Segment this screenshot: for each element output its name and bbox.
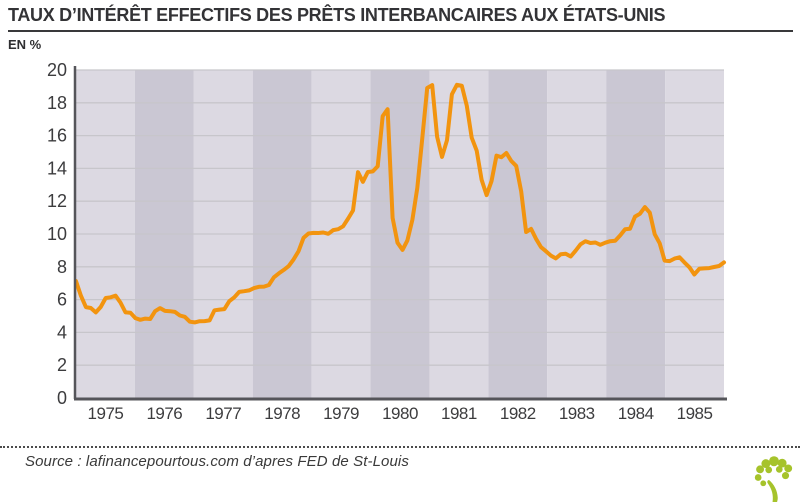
- x-axis-tick-label: 1982: [500, 404, 536, 423]
- x-axis-tick-label: 1984: [618, 404, 654, 423]
- tree-leaf: [765, 466, 773, 474]
- y-axis-tick-label: 6: [57, 290, 67, 310]
- y-axis-tick-label: 14: [47, 158, 67, 178]
- tree-leaf: [769, 456, 779, 467]
- tree-icon: [754, 456, 793, 502]
- y-axis-tick-label: 20: [47, 60, 67, 80]
- tree-leaf: [777, 458, 787, 468]
- x-axis-tick-label: 1983: [559, 404, 595, 423]
- axes: [73, 66, 727, 401]
- page-title: TAUX D’INTÉRÊT EFFECTIFS DES PRÊTS INTER…: [8, 5, 666, 25]
- x-axis-tick-label: 1976: [146, 404, 182, 423]
- x-axis-tick-label: 1978: [264, 404, 300, 423]
- y-axis-tick-labels: 0 2 4 6 8 10 12 14 16 18 20: [47, 60, 67, 408]
- rate-line-series: [74, 82, 726, 325]
- footer-divider: [0, 446, 800, 448]
- tree-leaf: [775, 466, 783, 473]
- x-axis-tick-label: 1981: [441, 404, 477, 423]
- y-axis-tick-label: 2: [57, 355, 67, 375]
- x-axis-tick-label: 1980: [382, 404, 418, 423]
- tree-leaf: [760, 480, 767, 487]
- tree-leaf: [781, 472, 790, 480]
- x-axis-tick-label: 1977: [205, 404, 241, 423]
- y-axis-tick-label: 4: [57, 322, 67, 342]
- x-axis-tick-label: 1975: [88, 404, 124, 423]
- y-axis-tick-label: 12: [47, 191, 67, 211]
- y-axis-tick-label: 8: [57, 257, 67, 277]
- source-text: Source : lafinancepourtous.com d’apres F…: [25, 453, 409, 470]
- x-axis-tick-label: 1979: [323, 404, 359, 423]
- y-axis-tick-label: 16: [47, 126, 67, 146]
- y-axis-tick-label: 18: [47, 93, 67, 113]
- tree-leaf: [761, 459, 771, 469]
- tree-leaf: [756, 465, 765, 474]
- tree-trunk: [767, 480, 778, 502]
- y-axis-tick-label: 0: [57, 388, 67, 408]
- y-axis-tick-label: 10: [47, 224, 67, 244]
- title-underline: [8, 30, 793, 32]
- tree-leaf: [784, 464, 793, 473]
- rate-line: [74, 82, 726, 325]
- tree-leaf: [754, 474, 762, 481]
- y-axis-unit-label: EN %: [8, 37, 42, 52]
- gridlines: [76, 69, 724, 366]
- x-axis-tick-label: 1985: [677, 404, 713, 423]
- x-axis-tick-labels: 1975 1976 1977 1978 1979 1980 1981 1982 1983 1984…: [88, 404, 713, 423]
